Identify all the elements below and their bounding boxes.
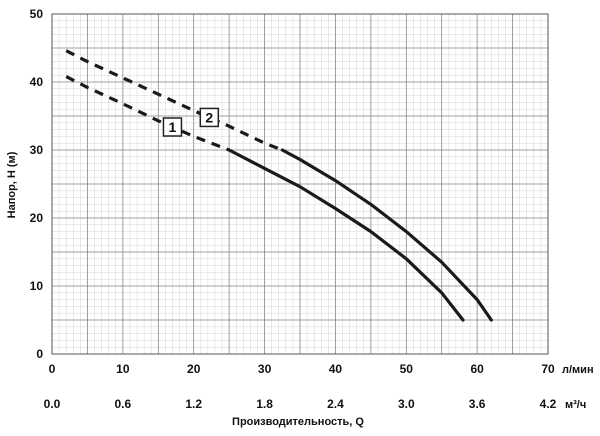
curve-label-text: 2 xyxy=(205,109,213,125)
x-tick-label-secondary: 1.2 xyxy=(185,397,202,411)
y-tick-label: 10 xyxy=(30,279,44,293)
curve-label-2: 2 xyxy=(199,107,220,128)
curve-label-1: 1 xyxy=(162,117,183,137)
curve-label-box xyxy=(162,117,183,137)
x-tick-label-secondary: 3.6 xyxy=(469,397,486,411)
plot-area-frame xyxy=(51,13,549,355)
x-axis-unit-secondary: м³/ч xyxy=(565,399,586,411)
x-tick-label: 30 xyxy=(258,362,272,376)
y-tick-label: 40 xyxy=(30,75,44,89)
x-tick-label: 40 xyxy=(329,362,343,376)
x-tick-label: 60 xyxy=(470,362,484,376)
x-tick-label-secondary: 1.8 xyxy=(256,397,273,411)
y-tick-label: 50 xyxy=(30,7,44,21)
x-tick-label: 20 xyxy=(187,362,201,376)
y-tick-label: 30 xyxy=(30,143,44,157)
x-tick-label: 0 xyxy=(49,362,56,376)
series-1-line xyxy=(227,148,465,322)
y-axis-ticks: 0 10 20 30 40 50 xyxy=(30,7,44,361)
series-2-line xyxy=(280,148,493,322)
x-axis-title: Производительность, Q xyxy=(232,416,364,428)
x-tick-label-secondary: 2.4 xyxy=(327,397,344,411)
x-axis-ticks: 0 10 20 30 40 50 60 70 xyxy=(49,362,555,376)
y-axis-title: Напор, Н (м) xyxy=(6,151,18,218)
y-tick-label: 0 xyxy=(36,347,43,361)
series-1-dashed-segment xyxy=(65,75,230,152)
curve-label-text: 1 xyxy=(169,119,177,135)
x-tick-label: 50 xyxy=(400,362,414,376)
x-tick-label: 10 xyxy=(116,362,130,376)
x-axis-unit-primary: л/мин xyxy=(562,364,594,376)
x-axis-secondary-ticks: 0.0 0.6 1.2 1.8 2.4 3.0 3.6 4.2 xyxy=(44,397,557,411)
series-2-dashed-segment xyxy=(65,49,283,152)
x-tick-label-secondary: 0.6 xyxy=(115,397,132,411)
grid-major xyxy=(51,13,549,355)
curve-labels: 12 xyxy=(162,107,220,137)
curve-label-box xyxy=(199,107,220,128)
y-tick-label: 20 xyxy=(30,211,44,225)
x-tick-label-secondary: 0.0 xyxy=(44,397,61,411)
x-tick-label: 70 xyxy=(541,362,555,376)
series-group xyxy=(65,49,493,322)
x-tick-label-secondary: 3.0 xyxy=(398,397,415,411)
x-tick-label-secondary: 4.2 xyxy=(540,397,557,411)
